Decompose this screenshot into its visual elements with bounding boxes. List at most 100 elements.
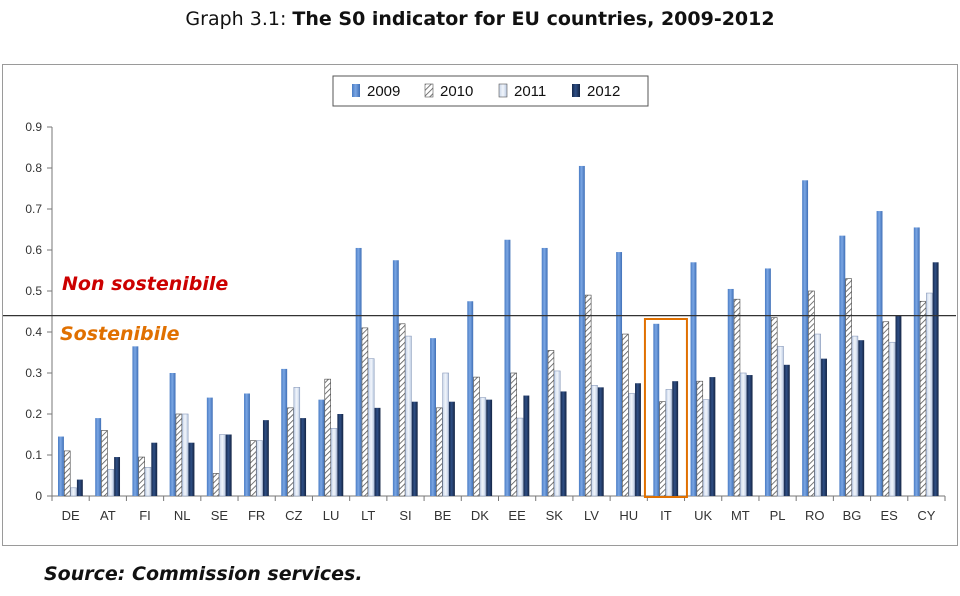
bar-LV-2009 bbox=[578, 165, 585, 496]
y-tick-label: 0.6 bbox=[25, 243, 42, 257]
bar-DE-2009 bbox=[58, 436, 64, 496]
bar-BE-2010 bbox=[436, 407, 443, 497]
bar-LT-2009 bbox=[355, 247, 362, 496]
bar-MT-2012 bbox=[746, 375, 753, 496]
bar-AT-2011 bbox=[107, 469, 115, 497]
bar-SK-2012 bbox=[560, 391, 567, 496]
bar-CZ-2012 bbox=[300, 418, 307, 496]
x-tick-label: ES bbox=[881, 508, 899, 523]
chart-title: Graph 3.1: The S0 indicator for EU count… bbox=[0, 8, 960, 30]
bar-SI-2012 bbox=[411, 401, 418, 496]
bar-DE-2010 bbox=[64, 450, 71, 497]
bar-PL-2011 bbox=[777, 346, 784, 497]
label-sostenibile: Sostenibile bbox=[60, 323, 180, 345]
axis-layer: 0 0.1 0.2 0.3 0.4 0.5 0.6 0.7 0.8 0.9 bbox=[25, 120, 946, 503]
x-tick-labels: DE AT FI NL SE FR CZ LU LT SI BE DK EE SK LV HU IT UK MT PL… bbox=[62, 508, 936, 523]
bar-PL-2010 bbox=[770, 317, 778, 497]
bar-FR-2012 bbox=[262, 420, 269, 496]
bar-DK-2012 bbox=[486, 399, 493, 496]
bar-PL-2012 bbox=[783, 364, 790, 496]
bar-DE-2011 bbox=[70, 487, 77, 497]
x-tick-label: FR bbox=[248, 508, 265, 523]
legend-swatch-2011 bbox=[498, 83, 508, 98]
bar-LU-2012 bbox=[337, 414, 344, 496]
bar-UK-2012 bbox=[709, 377, 716, 496]
bar-BE-2011 bbox=[442, 372, 449, 497]
x-tick-label: CZ bbox=[285, 508, 302, 523]
bar-FI-2009 bbox=[132, 346, 139, 496]
bar-EE-2011 bbox=[516, 417, 524, 497]
bar-IT-2012 bbox=[672, 381, 679, 496]
x-tick-label: SE bbox=[211, 508, 229, 523]
x-tick-label: FI bbox=[139, 508, 151, 523]
x-tick-label: LV bbox=[584, 508, 599, 523]
bar-CZ-2010 bbox=[287, 407, 294, 497]
bar-ES-2009 bbox=[876, 211, 883, 497]
legend-label-2012: 2012 bbox=[587, 83, 620, 100]
legend-swatch-2012 bbox=[572, 84, 580, 97]
bar-LV-2012 bbox=[597, 387, 604, 496]
bar-AT-2009 bbox=[95, 418, 102, 496]
bar-AT-2010 bbox=[101, 430, 108, 497]
bar-NL-2012 bbox=[188, 442, 195, 496]
title-bold: The S0 indicator for EU countries, 2009-… bbox=[292, 8, 775, 30]
bar-BG-2012 bbox=[858, 340, 865, 496]
bar-CY-2010 bbox=[919, 300, 927, 497]
x-tick-label: LU bbox=[323, 508, 340, 523]
x-tick-label: EE bbox=[508, 508, 526, 523]
y-tick-label: 0.3 bbox=[25, 366, 42, 380]
bar-PL-2009 bbox=[764, 268, 771, 496]
source-note: Source: Commission services. bbox=[44, 563, 363, 585]
x-tick-label: DK bbox=[471, 508, 489, 523]
bar-LU-2010 bbox=[324, 378, 331, 497]
bar-MT-2011 bbox=[740, 372, 747, 497]
bar-CY-2011 bbox=[926, 292, 933, 497]
bar-BE-2009 bbox=[430, 338, 436, 496]
bar-DE-2012 bbox=[76, 479, 83, 496]
x-tick-label: NL bbox=[174, 508, 191, 523]
bar-RO-2011 bbox=[814, 333, 821, 497]
bar-NL-2010 bbox=[175, 413, 183, 497]
bar-SE-2012 bbox=[225, 434, 232, 496]
bar-UK-2011 bbox=[702, 399, 710, 497]
bar-IT-2011 bbox=[665, 389, 673, 497]
bar-NL-2009 bbox=[169, 373, 176, 496]
legend: 2009 2010 2011 2012 bbox=[332, 75, 649, 107]
x-tick-label: LT bbox=[361, 508, 375, 523]
highlight-box-it bbox=[643, 318, 688, 498]
bar-CY-2009 bbox=[913, 227, 920, 496]
y-tick-label: 0.1 bbox=[25, 448, 42, 462]
x-tick-label: BE bbox=[434, 508, 452, 523]
bar-RO-2009 bbox=[802, 180, 809, 497]
y-tick-label: 0.4 bbox=[25, 325, 42, 339]
bar-SK-2011 bbox=[554, 370, 561, 497]
legend-swatch-2010 bbox=[424, 83, 434, 98]
x-tick-label: AT bbox=[100, 508, 116, 523]
bar-FI-2012 bbox=[151, 442, 158, 496]
bar-ES-2011 bbox=[888, 341, 896, 497]
bar-DK-2011 bbox=[479, 397, 487, 497]
bar-SK-2010 bbox=[547, 350, 555, 497]
bar-LU-2011 bbox=[330, 428, 338, 497]
bar-RO-2012 bbox=[821, 358, 827, 496]
bar-LV-2010 bbox=[584, 294, 592, 497]
bar-RO-2010 bbox=[808, 290, 815, 497]
bar-LT-2012 bbox=[374, 407, 381, 496]
bar-IT-2009 bbox=[653, 323, 660, 496]
bar-FR-2009 bbox=[244, 393, 250, 496]
bars-layer bbox=[58, 165, 939, 497]
bar-LU-2009 bbox=[318, 399, 325, 496]
bar-SE-2011 bbox=[219, 434, 226, 497]
bar-SE-2010 bbox=[212, 473, 220, 497]
bar-HU-2009 bbox=[616, 252, 623, 496]
bar-LT-2011 bbox=[367, 358, 375, 497]
x-tick-label: SI bbox=[399, 508, 411, 523]
bar-EE-2012 bbox=[523, 395, 530, 496]
bar-BG-2011 bbox=[851, 335, 859, 497]
bar-SI-2011 bbox=[405, 335, 412, 497]
bar-ES-2010 bbox=[882, 321, 890, 497]
bar-AT-2012 bbox=[114, 457, 121, 496]
y-tick-label: 0.8 bbox=[25, 161, 42, 175]
bar-FR-2010 bbox=[250, 440, 257, 497]
